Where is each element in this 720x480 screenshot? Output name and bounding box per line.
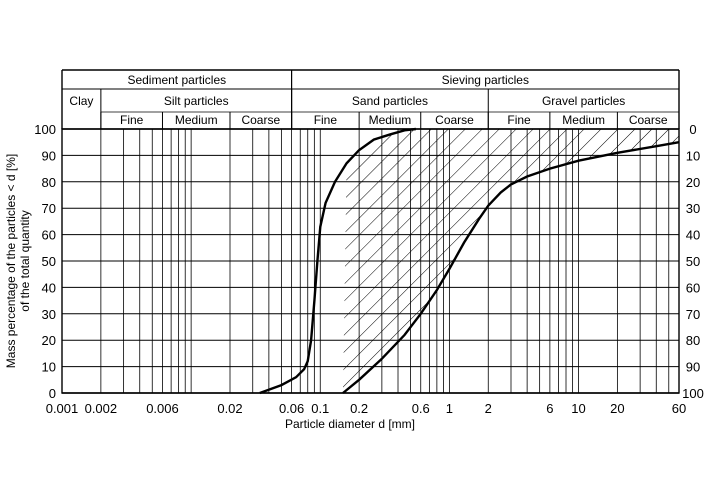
y-tick-label-left: 20 bbox=[42, 333, 56, 348]
y-tick-label-right: 10 bbox=[686, 148, 700, 163]
x-tick-label: 0.02 bbox=[217, 401, 242, 416]
axis-ticks: 0.001 0.002 0.006 0.02 0.06 0.1 0.2 0.6 1 2 6 10 20 6… bbox=[34, 122, 704, 416]
x-tick-label: 60 bbox=[672, 401, 686, 416]
y-tick-label-right: 0 bbox=[689, 122, 696, 137]
y-tick-label-left: 80 bbox=[42, 175, 56, 190]
header-cell-label: Silt particles bbox=[164, 94, 229, 108]
y-tick-label-right: 40 bbox=[686, 228, 700, 243]
grid bbox=[61, 128, 680, 394]
plot-border bbox=[61, 128, 680, 394]
classification-header: Sediment particles Sieving particles Clay S… bbox=[61, 69, 680, 129]
x-tick-label: 0.2 bbox=[350, 401, 368, 416]
x-tick-label: 0.06 bbox=[279, 401, 304, 416]
x-tick-label: 2 bbox=[485, 401, 492, 416]
y-tick-label-left: 100 bbox=[34, 122, 56, 137]
y-tick-label-right: 80 bbox=[686, 333, 700, 348]
header-cell-label: Coarse bbox=[435, 113, 474, 127]
header-cell-label: Coarse bbox=[241, 113, 280, 127]
header-cell-label: Fine bbox=[120, 113, 144, 127]
header-cell-label: Sediment particles bbox=[127, 73, 226, 87]
x-tick-label: 0.006 bbox=[146, 401, 179, 416]
x-tick-label: 10 bbox=[571, 401, 585, 416]
y-tick-label-left: 70 bbox=[42, 201, 56, 216]
grading-band-area bbox=[343, 129, 679, 393]
y-tick-label-left: 50 bbox=[42, 254, 56, 269]
x-tick-label: 0.001 bbox=[46, 401, 79, 416]
series-upper-curve bbox=[259, 127, 417, 395]
y-tick-label-right: 60 bbox=[686, 280, 700, 295]
y-tick-label-right: 50 bbox=[686, 254, 700, 269]
y-tick-label-right: 30 bbox=[686, 201, 700, 216]
y-axis-label-line-1: Mass percentage of the particles < d [%] bbox=[4, 154, 18, 368]
x-tick-label: 0.6 bbox=[412, 401, 430, 416]
x-tick-label: 0.1 bbox=[311, 401, 329, 416]
y-tick-label-right: 90 bbox=[686, 360, 700, 375]
header-cell-label: Sieving particles bbox=[442, 73, 529, 87]
y-tick-label-right: 70 bbox=[686, 307, 700, 322]
header-cell-label: Medium bbox=[175, 113, 218, 127]
header-cell-label: Coarse bbox=[629, 113, 668, 127]
x-tick-label: 0.002 bbox=[85, 401, 118, 416]
y-tick-label-left: 90 bbox=[42, 148, 56, 163]
y-tick-label-left: 0 bbox=[49, 386, 56, 401]
x-tick-label: 6 bbox=[546, 401, 553, 416]
header-cell-label: Fine bbox=[314, 113, 338, 127]
x-tick-label: 20 bbox=[610, 401, 624, 416]
y-tick-label-right: 100 bbox=[682, 386, 704, 401]
x-tick-label: 1 bbox=[446, 401, 453, 416]
series-lower-curve bbox=[342, 141, 680, 394]
y-tick-label-left: 30 bbox=[42, 307, 56, 322]
header-cell-label: Sand particles bbox=[352, 94, 428, 108]
header-cell-label: Gravel particles bbox=[542, 94, 625, 108]
y-tick-label-left: 60 bbox=[42, 228, 56, 243]
header-cell-label: Medium bbox=[369, 113, 412, 127]
y-tick-label-left: 40 bbox=[42, 280, 56, 295]
x-axis-label: Particle diameter d [mm] bbox=[285, 417, 415, 431]
header-cell-label: Fine bbox=[507, 113, 531, 127]
y-axis-label-line-2: of the total quantity bbox=[18, 210, 32, 311]
y-tick-label-right: 20 bbox=[686, 175, 700, 190]
header-cell-label: Clay bbox=[69, 94, 93, 108]
y-tick-label-left: 10 bbox=[42, 360, 56, 375]
header-cell-label: Medium bbox=[562, 113, 605, 127]
